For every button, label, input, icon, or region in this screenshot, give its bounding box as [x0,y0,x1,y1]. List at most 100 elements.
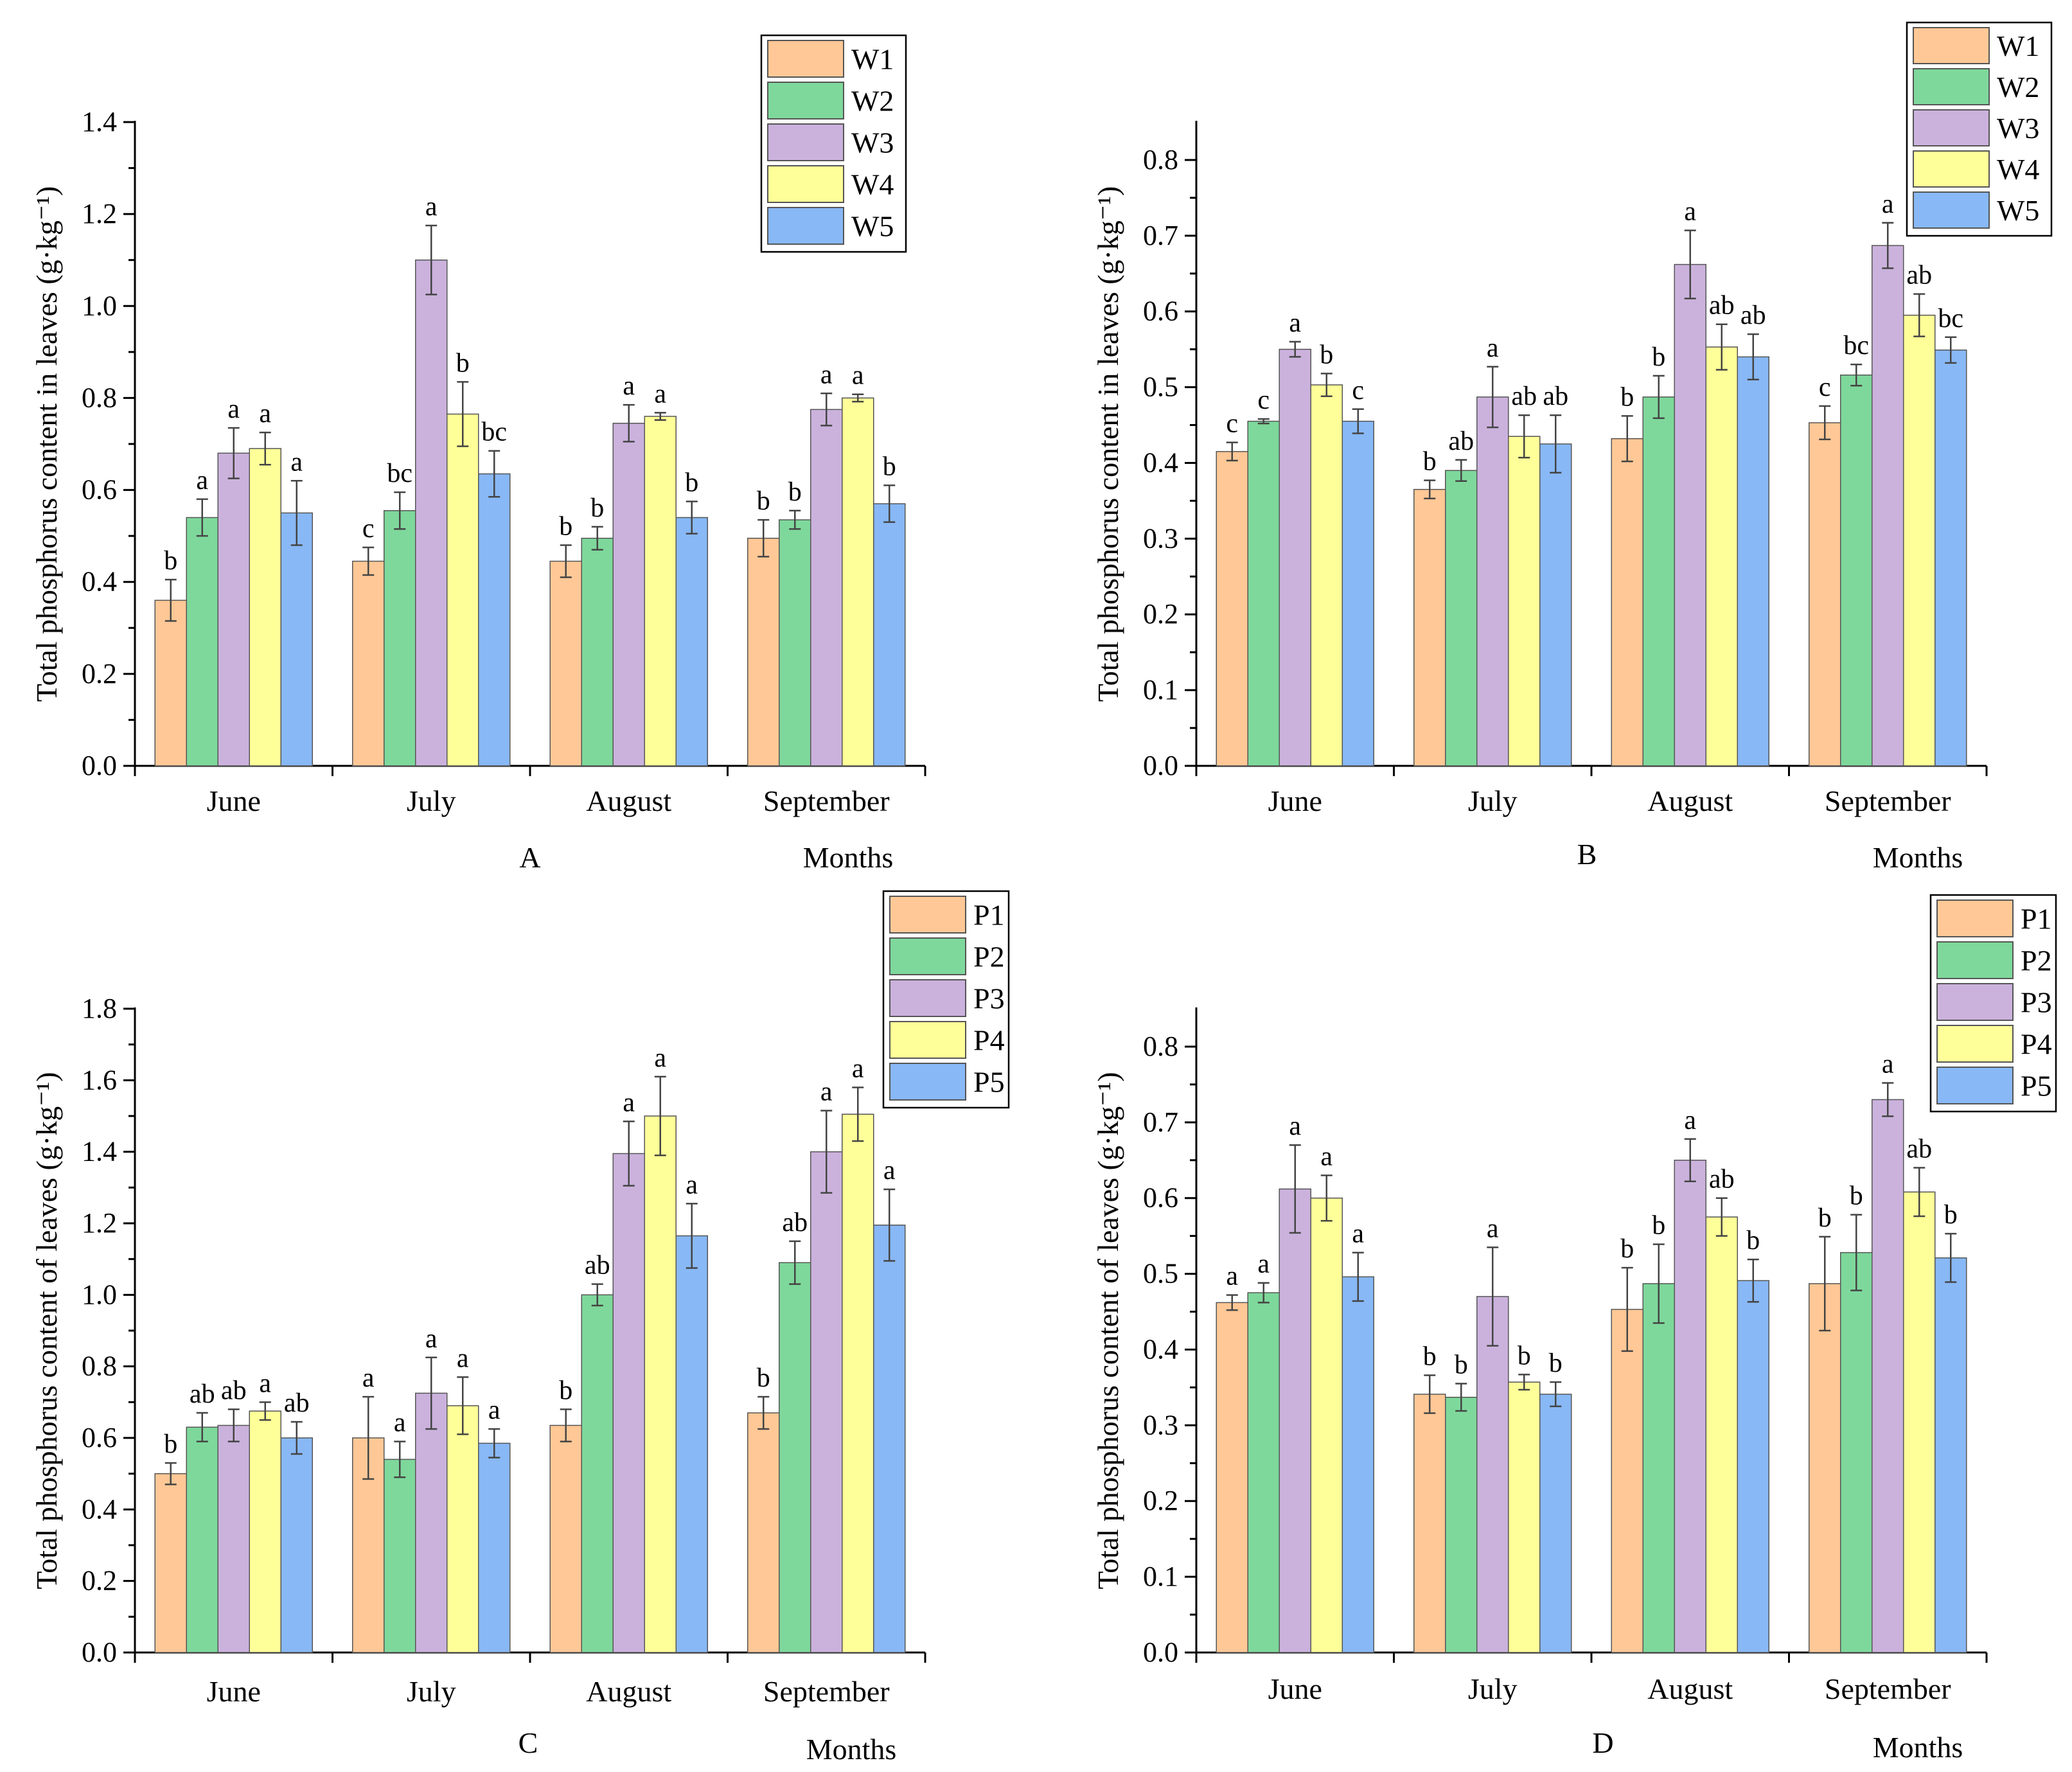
bar-p3 [217,1424,250,1653]
significance-letter: a [1257,1250,1270,1279]
bar-w5 [280,512,313,766]
y-tick-label: 0.0 [1143,1636,1178,1668]
significance-letter: b [883,452,896,481]
panel-a: 0.0 0.2 0.4 0.6 0.8 1.0 1.2 1.4 Total phosphorus… [30,34,926,874]
bar-p4 [1310,1197,1343,1653]
legend-swatch [1936,983,2014,1021]
bar-w3 [1674,263,1706,766]
significance-letter: bc [1938,304,1963,333]
bar-p5 [478,1442,511,1653]
legend: W1 W2 W3 W4 W5 [1906,21,2053,237]
significance-letter: b [1620,382,1634,412]
significance-letter: ab [585,1251,610,1280]
legend: P1 P2 P3 P4 P5 [1929,894,2057,1113]
significance-letter: bc [481,418,507,447]
bar-p1 [1611,1309,1643,1653]
significance-letter: bc [1843,331,1869,360]
bar-w2 [779,519,811,766]
panel-label: D [1592,1726,1613,1759]
legend-swatch [1913,27,1990,64]
significance-letter: b [757,486,770,516]
bar-p4 [249,1410,281,1653]
significance-letter: b [456,348,470,378]
legend-swatch [767,165,844,203]
significance-letter: b [1944,1200,1958,1230]
significance-letter: a [1289,308,1301,338]
x-axis-title: Months [1873,841,1963,874]
y-tick-label: 0.6 [82,474,117,506]
significance-letter: ab [284,1388,310,1418]
significance-letter: a [1684,197,1696,227]
y-tick-label: 1.0 [82,1279,117,1310]
panel-label: B [1577,838,1597,871]
bar-p2 [779,1262,811,1653]
y-tick-label: 1.6 [82,1064,117,1095]
legend-swatch [1913,150,1990,188]
significance-letter: c [362,514,375,544]
x-tick-label: September [1825,1672,1951,1705]
y-tick-label: 0.2 [1143,598,1178,630]
significance-letter: b [1423,447,1437,477]
bar-p3 [1674,1160,1706,1653]
bar-p3 [1476,1296,1509,1653]
bar-w1 [549,560,582,766]
y-tick-label: 0.7 [1143,220,1178,251]
significance-letter: a [623,371,635,401]
bar-w4 [1705,346,1738,766]
panel-c: 0.0 0.2 0.4 0.6 0.8 1.0 1.2 1.4 1.6 1.8 Total phos… [30,890,1010,1766]
y-tick-label: 0.4 [82,1493,117,1525]
y-tick-label: 0.8 [82,382,117,413]
bar-w1 [1611,438,1643,766]
legend-swatch [889,1021,966,1059]
legend-swatch [767,82,844,120]
bar-p5 [1341,1276,1374,1653]
bar-w2 [186,517,218,766]
legend-label: P1 [2021,903,2052,935]
y-tick-label: 1.2 [82,198,117,229]
bar-p1 [1809,1283,1841,1653]
bar-w5 [1539,443,1572,766]
y-axis-title: Total phosphorus content in leaves (g·kg… [30,186,63,702]
significance-letter: b [590,493,604,523]
bar-w3 [1476,396,1509,766]
bar-p4 [1903,1191,1936,1653]
bar-w4 [1508,436,1541,766]
x-tick-label: July [407,1675,456,1708]
y-tick-label: 0.4 [1143,447,1178,478]
bar-w4 [447,413,479,766]
x-tick-label: June [1268,1672,1322,1705]
bar-w1 [1413,488,1446,766]
bar-p4 [644,1115,677,1653]
x-tick-label: August [586,1675,671,1708]
y-tick-label: 0.0 [82,1636,117,1668]
y-tick-label: 1.8 [82,993,117,1024]
legend-label: W1 [1997,30,2039,62]
bar-p2 [581,1294,614,1653]
significance-letter: a [227,394,240,424]
bar-w3 [415,259,448,766]
significance-letter: a [1487,1214,1499,1243]
bar-p5 [280,1437,313,1653]
bar-w4 [644,416,677,766]
y-tick-label: 0.4 [1143,1333,1178,1365]
legend: P1 P2 P3 P4 P5 [882,890,1010,1109]
y-tick-label: 0.6 [1143,296,1178,327]
legend-label: P2 [973,941,1005,973]
y-tick-label: 0.3 [1143,1409,1178,1440]
significance-letter: b [1850,1182,1863,1211]
significance-letter: a [1289,1112,1301,1141]
x-axis-title: Months [803,841,894,874]
significance-letter: a [362,1363,375,1393]
bar-p5 [1737,1280,1769,1653]
legend-swatch [1936,941,2014,979]
bar-w5 [675,517,708,766]
y-tick-label: 0.1 [1143,674,1178,705]
significance-letter: ab [190,1379,215,1409]
significance-letter: a [1882,1050,1894,1079]
y-tick-label: 1.0 [82,290,117,321]
significance-letter: a [1226,1262,1238,1291]
bar-p3 [1872,1099,1904,1653]
bar-p5 [873,1225,906,1653]
bar-w3 [1872,245,1904,766]
